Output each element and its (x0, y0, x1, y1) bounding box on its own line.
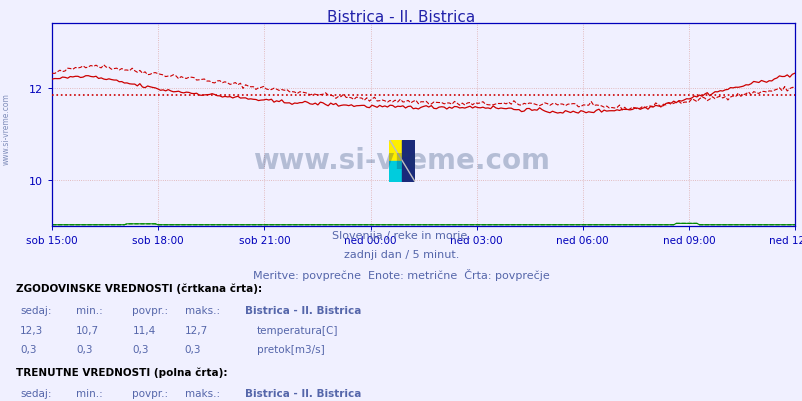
Text: min.:: min.: (76, 305, 103, 315)
Text: TRENUTNE VREDNOSTI (polna črta):: TRENUTNE VREDNOSTI (polna črta): (16, 366, 227, 377)
Text: Bistrica - Il. Bistrica: Bistrica - Il. Bistrica (245, 388, 361, 398)
Text: 0,3: 0,3 (76, 344, 93, 354)
Bar (389, 161, 402, 182)
Text: Slovenija / reke in morje.: Slovenija / reke in morje. (332, 231, 470, 241)
Text: temperatura[C]: temperatura[C] (257, 325, 338, 335)
Text: pretok[m3/s]: pretok[m3/s] (257, 344, 324, 354)
Polygon shape (402, 140, 415, 182)
Text: 0,3: 0,3 (132, 344, 149, 354)
Text: sedaj:: sedaj: (20, 305, 51, 315)
Text: povpr.:: povpr.: (132, 388, 168, 398)
Text: sedaj:: sedaj: (20, 388, 51, 398)
Text: 0,3: 0,3 (184, 344, 201, 354)
Text: Meritve: povprečne  Enote: metrične  Črta: povprečje: Meritve: povprečne Enote: metrične Črta:… (253, 269, 549, 281)
Text: www.si-vreme.com: www.si-vreme.com (2, 93, 11, 164)
Text: 10,7: 10,7 (76, 325, 99, 335)
Text: povpr.:: povpr.: (132, 305, 168, 315)
Text: maks.:: maks.: (184, 305, 220, 315)
Text: 11,4: 11,4 (132, 325, 156, 335)
Text: Bistrica - Il. Bistrica: Bistrica - Il. Bistrica (245, 305, 361, 315)
Bar (389, 140, 402, 161)
Text: Bistrica - Il. Bistrica: Bistrica - Il. Bistrica (327, 10, 475, 25)
Text: 12,7: 12,7 (184, 325, 208, 335)
Text: www.si-vreme.com: www.si-vreme.com (253, 146, 549, 174)
Text: zadnji dan / 5 minut.: zadnji dan / 5 minut. (343, 250, 459, 260)
Text: ZGODOVINSKE VREDNOSTI (črtkana črta):: ZGODOVINSKE VREDNOSTI (črtkana črta): (16, 283, 262, 293)
Text: 0,3: 0,3 (20, 344, 37, 354)
Text: maks.:: maks.: (184, 388, 220, 398)
Text: 12,3: 12,3 (20, 325, 43, 335)
Text: min.:: min.: (76, 388, 103, 398)
